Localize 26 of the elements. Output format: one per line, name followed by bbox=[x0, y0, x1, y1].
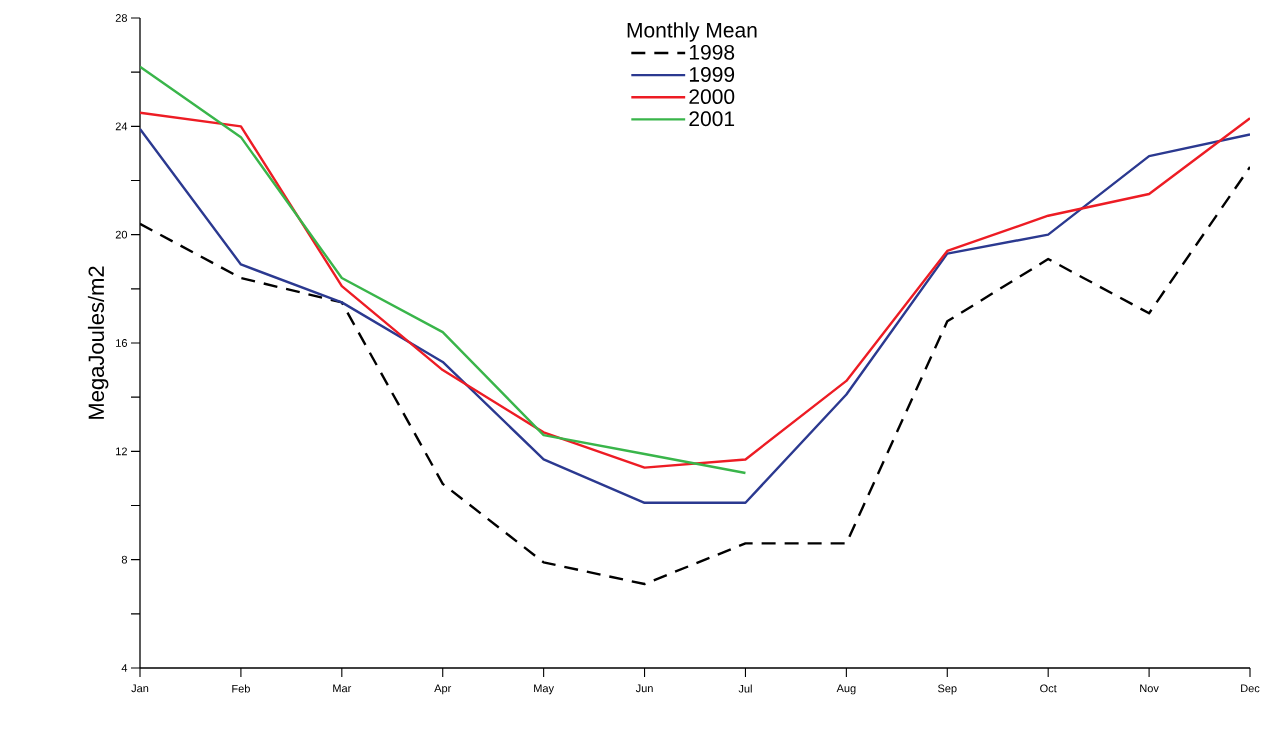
legend-title: Monthly Mean bbox=[627, 22, 757, 42]
line-series bbox=[140, 65, 747, 475]
x-tick-label: Aug bbox=[836, 684, 856, 695]
x-tick-label: Feb bbox=[232, 684, 250, 693]
x-tick-label: Dec bbox=[1241, 684, 1260, 693]
y-tick-label: 24 bbox=[115, 122, 128, 131]
y-tick-label: 16 bbox=[116, 339, 127, 347]
x-tick-label: May bbox=[534, 684, 555, 695]
x-tick-label: Mar bbox=[333, 684, 352, 693]
y-tick-label: 4 bbox=[121, 664, 128, 672]
legend-label: 2000 bbox=[689, 89, 735, 105]
x-tick-label: Oct bbox=[1040, 684, 1057, 693]
y-tick-label: 28 bbox=[115, 14, 127, 22]
legend-label: 2001 bbox=[689, 111, 735, 127]
legend-label: 1999 bbox=[689, 67, 735, 82]
y-tick-label: 20 bbox=[115, 230, 128, 239]
x-tick-label: Jun bbox=[635, 684, 653, 693]
legend-label: 1998 bbox=[689, 44, 735, 60]
x-tick-label: Sep bbox=[937, 684, 957, 695]
x-tick-label: Jan bbox=[131, 684, 149, 693]
x-tick-label: Apr bbox=[434, 684, 452, 695]
y-tick-label: 8 bbox=[121, 555, 127, 564]
y-axis-title: MegaJoules/m2 bbox=[87, 266, 109, 419]
x-tick-label: Nov bbox=[1140, 684, 1159, 693]
y-tick-label: 12 bbox=[116, 447, 127, 456]
x-tick-label: Jul bbox=[738, 684, 752, 693]
